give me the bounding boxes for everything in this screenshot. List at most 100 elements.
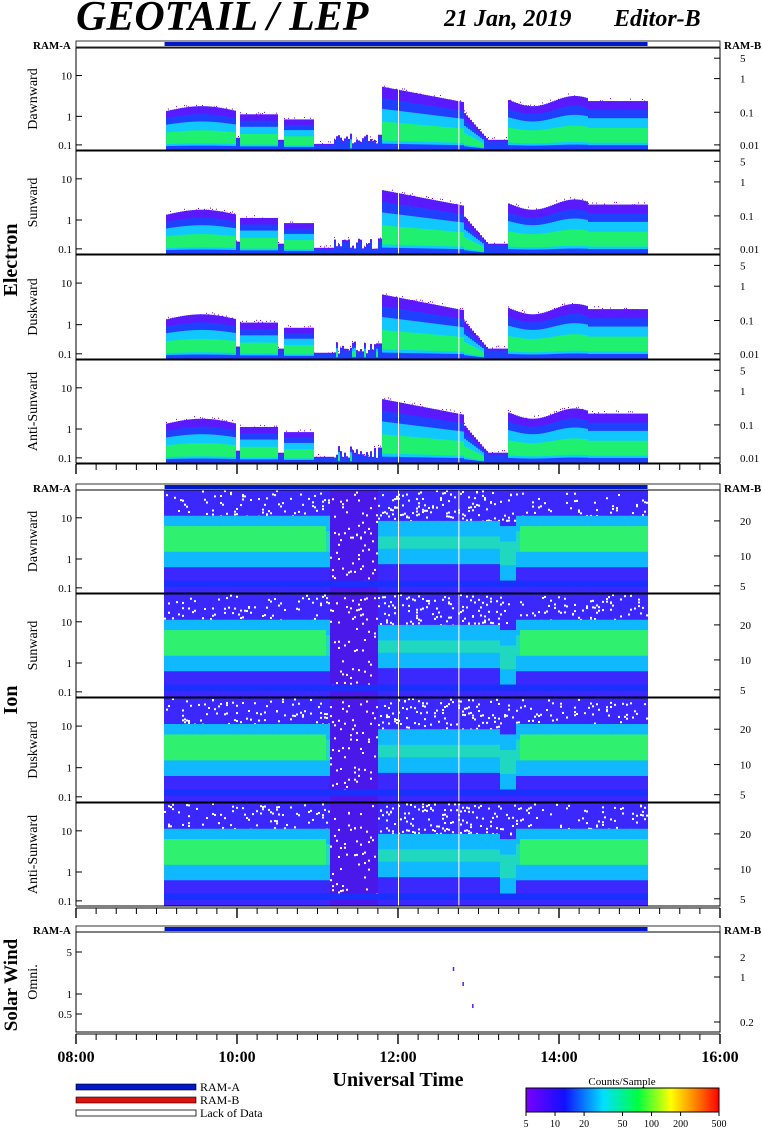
left-tick-label-1-0: 10	[61, 174, 73, 186]
ion-spectrogram-7	[164, 803, 648, 906]
left-tick-label-8-0: 5	[67, 947, 73, 959]
right-tick-label-0-3: 0.01	[740, 140, 759, 152]
right-tick-label-8-0: 2	[740, 952, 746, 964]
panel-label-8: Omni.	[26, 964, 41, 999]
right-tick-label-5-1: 10	[740, 655, 752, 667]
panel-label-6: Duskward	[26, 721, 41, 779]
right-tick-label-2-1: 1	[740, 281, 746, 293]
right-tick-label-4-1: 10	[740, 551, 752, 563]
panel-frame-7	[75, 802, 721, 907]
left-tick-label-7-1: 1	[67, 867, 73, 879]
right-tick-label-0-1: 1	[740, 74, 746, 86]
ram-left-label-0: RAM-A	[33, 40, 71, 52]
electron-spectrogram-2	[166, 255, 648, 359]
right-tick-label-0-0: 5	[740, 53, 746, 65]
right-tick-label-7-2: 5	[740, 894, 746, 906]
electron-spectrogram-3	[166, 360, 648, 463]
x-tick-label-2: 12:00	[379, 1049, 416, 1066]
solar-wind-point-1	[462, 982, 464, 986]
right-tick-label-8-1: 1	[740, 972, 746, 984]
right-tick-label-2-3: 0.01	[740, 349, 759, 361]
left-tick-label-6-2: 0.1	[58, 792, 72, 804]
group-label-1: Ion	[0, 686, 22, 715]
left-tick-label-0-2: 0.1	[58, 140, 72, 152]
right-tick-label-6-0: 20	[740, 724, 752, 736]
right-tick-label-7-0: 20	[740, 829, 752, 841]
left-tick-label-0-1: 1	[67, 111, 73, 123]
electron-spectrogram-1	[166, 151, 648, 254]
panel-frame-3	[75, 359, 721, 464]
panel-frame-8	[75, 931, 721, 1033]
panel-label-4: Dawnward	[26, 511, 41, 572]
x-tick-label-1: 10:00	[218, 1049, 255, 1066]
panel-frame-0	[75, 47, 721, 151]
right-tick-label-5-0: 20	[740, 620, 752, 632]
left-tick-label-4-1: 1	[67, 554, 73, 566]
left-tick-label-6-1: 1	[67, 763, 73, 775]
group-label-0: Electron	[0, 224, 22, 297]
right-tick-label-3-2: 0.1	[740, 420, 754, 432]
left-tick-label-3-1: 1	[67, 424, 73, 436]
ram-bar-a-0	[164, 42, 648, 46]
ram-left-label-1: RAM-A	[33, 483, 71, 495]
ion-spectrogram-4	[164, 490, 648, 593]
ion-spectrogram-6	[164, 698, 648, 802]
legend-ram-b-label: RAM-B	[200, 1093, 239, 1107]
colorbar-tick-label-0: 5	[524, 1119, 529, 1128]
left-tick-label-4-0: 10	[61, 513, 73, 525]
left-tick-label-3-0: 10	[61, 383, 73, 395]
right-tick-label-1-3: 0.01	[740, 244, 759, 256]
right-tick-label-4-0: 20	[740, 516, 752, 528]
colorbar-tick-label-6: 500	[712, 1119, 727, 1128]
figure-editor: Editor-B	[613, 6, 701, 32]
panel-label-1: Sunward	[26, 178, 41, 228]
colorbar-tick-label-1: 10	[550, 1119, 560, 1128]
left-tick-label-0-0: 10	[61, 71, 73, 83]
panel-label-2: Duskward	[26, 278, 41, 336]
left-tick-label-5-0: 10	[61, 617, 73, 629]
figure-title: GEOTAIL / LEP	[76, 0, 369, 40]
legend-ram-b-swatch	[75, 1096, 197, 1104]
right-tick-label-1-2: 0.1	[740, 211, 754, 223]
ram-bar-a-1	[164, 485, 648, 489]
ram-legend: RAM-A RAM-B Lack of Data	[75, 1080, 263, 1120]
right-tick-label-6-1: 10	[740, 760, 752, 772]
ram-right-label-2: RAM-B	[724, 925, 762, 937]
colorbar-tick-label-4: 100	[644, 1119, 659, 1128]
axes-layer: RAM-A RAM-B Electron Dawnward 10 1 0.1 5 1 0.1 0.0…	[0, 40, 762, 1066]
panel-frame-4	[75, 489, 721, 594]
left-tick-label-7-0: 10	[61, 826, 73, 838]
colorbar: Counts/Sample 5 10 20 50 100 200 500	[524, 1076, 727, 1128]
left-tick-label-1-2: 0.1	[58, 244, 72, 256]
left-tick-label-4-2: 0.1	[58, 583, 72, 595]
x-tick-label-0: 08:00	[57, 1049, 94, 1066]
left-tick-label-2-2: 0.1	[58, 349, 72, 361]
right-tick-label-0-2: 0.1	[740, 107, 754, 119]
x-axis-label: Universal Time	[333, 1069, 464, 1091]
right-tick-label-2-2: 0.1	[740, 316, 754, 328]
colorbar-tick-label-2: 20	[579, 1119, 589, 1128]
right-tick-label-2-0: 5	[740, 260, 746, 272]
panel-label-3: Anti-Sunward	[26, 372, 41, 451]
left-tick-label-7-2: 0.1	[58, 896, 72, 908]
colorbar-title: Counts/Sample	[588, 1076, 655, 1088]
panel-frame-6	[75, 697, 721, 803]
ram-bar-a-2	[164, 927, 648, 931]
colorbar-tick-label-3: 50	[618, 1119, 628, 1128]
colorbar-scale	[525, 1087, 720, 1113]
legend-ram-a-swatch	[75, 1083, 197, 1091]
right-tick-label-3-3: 0.01	[740, 453, 759, 465]
spectrogram-layer	[164, 48, 648, 1008]
ram-right-label-0: RAM-B	[724, 40, 762, 52]
legend-ram-a-label: RAM-A	[200, 1080, 240, 1094]
panel-frame-5	[75, 593, 721, 698]
x-tick-label-4: 16:00	[701, 1049, 738, 1066]
right-tick-label-1-0: 5	[740, 156, 746, 168]
right-tick-label-6-2: 5	[740, 790, 746, 802]
left-tick-label-6-0: 10	[61, 721, 73, 733]
left-tick-label-1-1: 1	[67, 215, 73, 227]
ram-right-label-1: RAM-B	[724, 483, 762, 495]
left-tick-label-8-1: 1	[67, 989, 73, 1001]
panel-label-0: Dawnward	[26, 68, 41, 129]
